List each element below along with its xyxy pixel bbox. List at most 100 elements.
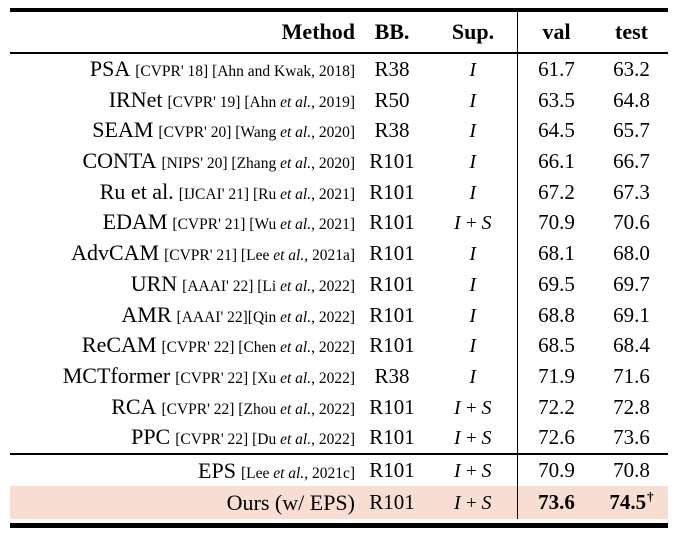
supervision-cell: I	[469, 89, 477, 112]
table-bottom-rule	[10, 522, 668, 528]
method-cell: Ru et al. [IJCAI' 21] [Ru et al., 2021]	[10, 177, 355, 208]
method-name: IRNet	[108, 86, 163, 112]
table-row: SEAM [CVPR' 20] [Wang et al., 2020] R38 I…	[10, 115, 668, 147]
test-score-cell: 64.8	[613, 87, 650, 112]
backbone-cell: R101	[369, 179, 415, 204]
backbone-cell: R101	[369, 394, 415, 419]
method-citation: [CVPR' 22] [Xu et al., 2022]	[175, 369, 355, 387]
val-score-cell: 64.5	[517, 115, 595, 147]
table-row: EDAM [CVPR' 21] [Wu et al., 2021] R101 I …	[10, 207, 668, 239]
table-top-rule	[10, 8, 668, 12]
table-row: PPC [CVPR' 22] [Du et al., 2022] R101 I +…	[10, 422, 668, 453]
method-name: SEAM	[92, 117, 154, 143]
test-score-cell: 70.8	[613, 457, 650, 482]
method-name: PPC	[131, 424, 171, 450]
val-score-cell: 70.9	[517, 454, 595, 486]
test-score-cell: 63.2	[613, 57, 650, 81]
table-row: MCTformer [CVPR' 22] [Xu et al., 2022] R3…	[10, 360, 668, 392]
method-name: AdvCAM	[71, 240, 160, 266]
method-citation: [CVPR' 21] [Wu et al., 2021]	[172, 216, 355, 234]
method-cell: CONTA [NIPS' 20] [Zhang et al., 2020]	[10, 146, 355, 177]
method-cell: PPC [CVPR' 22] [Du et al., 2022]	[10, 422, 355, 453]
table-body: PSA [CVPR' 18] [Ahn and Kwak, 2018] R38 I…	[10, 54, 668, 453]
val-score-cell: 70.9	[517, 207, 595, 239]
backbone-cell: R101	[369, 333, 415, 358]
table-header-row: Method BB. Sup. val test	[10, 12, 668, 52]
table-row: IRNet [CVPR' 19] [Ahn et al., 2019] R50 I…	[10, 84, 668, 116]
val-score-cell: 68.1	[517, 238, 595, 269]
method-cell: Ours (w/ EPS)	[10, 486, 355, 519]
test-score-cell: 74.5†	[609, 488, 654, 514]
col-header-val: val	[517, 12, 595, 52]
test-score-cell: 73.6	[613, 425, 650, 450]
method-cell: AdvCAM [CVPR' 21] [Lee et al., 2021a]	[10, 238, 355, 269]
val-score-cell: 71.9	[517, 360, 595, 392]
backbone-cell: R101	[369, 425, 415, 450]
col-header-test: test	[615, 19, 648, 44]
table-row: AMR [AAAI' 22][Qin et al., 2022] R101 I 6…	[10, 299, 668, 331]
test-score-cell: 65.7	[613, 118, 650, 143]
supervision-cell: I	[469, 151, 477, 174]
backbone-cell: R101	[369, 457, 415, 482]
method-cell: EPS [Lee et al., 2021c]	[10, 455, 355, 486]
val-score-cell: 66.1	[517, 146, 595, 177]
method-name: RCA	[111, 393, 157, 419]
method-name: EDAM	[102, 209, 168, 235]
test-score-cell: 72.8	[613, 394, 650, 419]
supervision-cell: I	[469, 273, 477, 296]
method-cell: PSA [CVPR' 18] [Ahn and Kwak, 2018]	[10, 54, 355, 85]
header-rule	[10, 52, 668, 54]
val-score-cell: 73.6	[517, 485, 595, 519]
val-score-cell: 68.8	[517, 299, 595, 331]
method-citation: [CVPR' 22] [Du et al., 2022]	[175, 431, 355, 449]
val-score-cell: 61.7	[517, 54, 595, 85]
col-header-method: Method	[281, 19, 355, 44]
val-score-cell: 72.2	[517, 391, 595, 423]
val-score-cell: 72.6	[517, 422, 595, 453]
table-footer: EPS [Lee et al., 2021c] R101 I + S 70.9 7…	[10, 454, 668, 519]
test-score-cell: 69.1	[613, 302, 650, 327]
table-row: Ru et al. [IJCAI' 21] [Ru et al., 2021] R…	[10, 176, 668, 208]
method-name: EPS	[198, 457, 236, 483]
supervision-cell: I + S	[454, 459, 492, 482]
method-citation: [AAAI' 22] [Li et al., 2022]	[182, 277, 355, 295]
method-name: URN	[130, 270, 178, 296]
method-citation: [CVPR' 19] [Ahn et al., 2019]	[167, 93, 355, 111]
table-row: AdvCAM [CVPR' 21] [Lee et al., 2021a] R10…	[10, 238, 668, 269]
supervision-cell: I	[469, 365, 477, 388]
method-citation: [CVPR' 18] [Ahn and Kwak, 2018]	[135, 63, 355, 80]
supervision-cell: I	[469, 304, 477, 327]
method-name: ReCAM	[81, 332, 157, 358]
test-score-cell: 71.6	[613, 363, 650, 388]
test-score-cell: 69.7	[613, 271, 650, 296]
table-row: CONTA [NIPS' 20] [Zhang et al., 2020] R10…	[10, 146, 668, 177]
method-name: PSA	[89, 56, 131, 81]
backbone-cell: R101	[369, 210, 415, 235]
method-name: MCTformer	[62, 362, 171, 388]
method-cell: SEAM [CVPR' 20] [Wang et al., 2020]	[10, 115, 355, 146]
section-rule	[10, 452, 668, 455]
method-citation: [CVPR' 21] [Lee et al., 2021a]	[164, 247, 355, 265]
method-name: CONTA	[82, 148, 157, 174]
supervision-cell: I	[469, 243, 477, 266]
method-name: Ours (w/ EPS)	[226, 489, 355, 515]
backbone-cell: R101	[369, 149, 415, 174]
backbone-cell: R101	[369, 489, 415, 514]
backbone-cell: R38	[374, 118, 410, 143]
method-citation: [CVPR' 22] [Zhou et al., 2022]	[161, 400, 355, 418]
val-score-cell: 67.2	[517, 176, 595, 208]
supervision-cell: I	[469, 335, 477, 358]
backbone-cell: R101	[369, 271, 415, 296]
test-score-cell: 68.0	[613, 241, 650, 266]
method-cell: EDAM [CVPR' 21] [Wu et al., 2021]	[10, 207, 355, 238]
table-row: ReCAM [CVPR' 22] [Chen et al., 2022] R101…	[10, 330, 668, 361]
val-score-cell: 63.5	[517, 84, 595, 116]
supervision-cell: I + S	[454, 212, 492, 235]
method-name: AMR	[121, 301, 172, 327]
supervision-cell: I + S	[454, 491, 492, 514]
table-row: Ours (w/ EPS) R101 I + S 73.6 74.5†	[10, 485, 668, 519]
supervision-cell: I + S	[454, 427, 492, 450]
val-score-cell: 68.5	[517, 330, 595, 361]
table-row: PSA [CVPR' 18] [Ahn and Kwak, 2018] R38 I…	[10, 54, 668, 85]
supervision-cell: I	[469, 120, 477, 143]
